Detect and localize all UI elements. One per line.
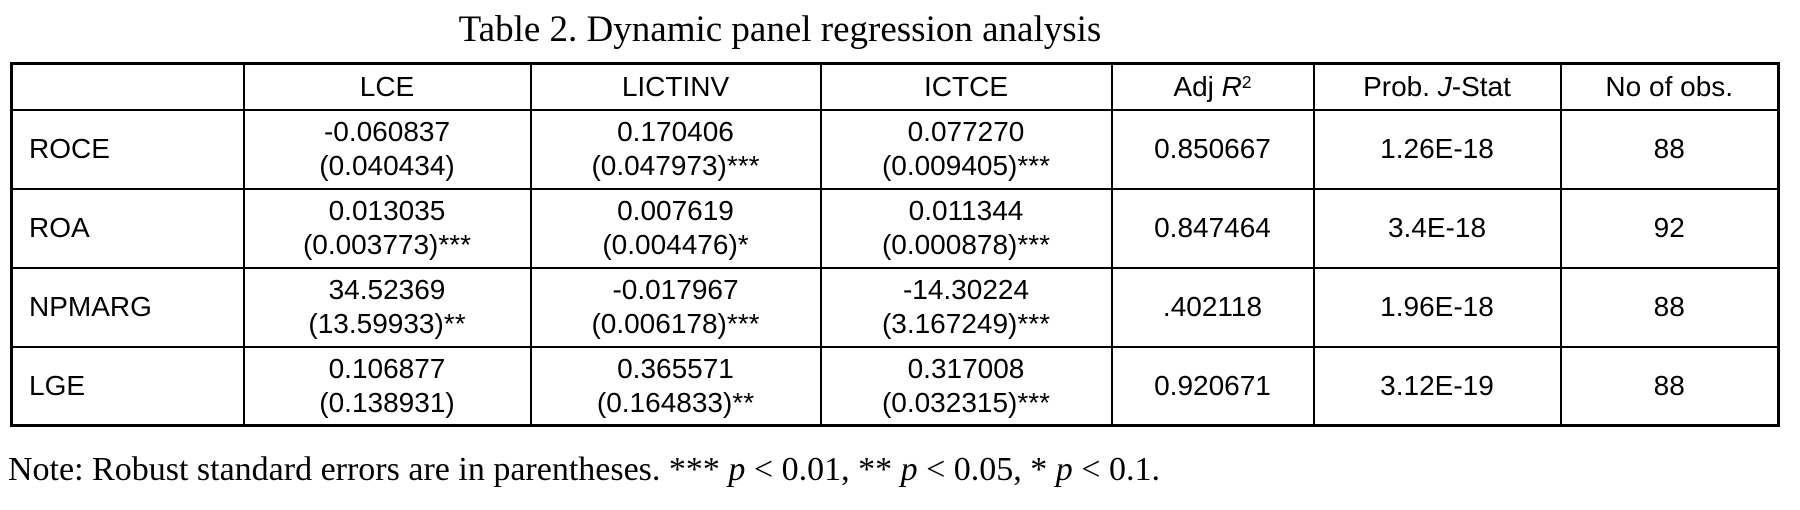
cell-adj-r2: 0.920671 bbox=[1110, 345, 1315, 427]
p-symbol: p bbox=[1055, 451, 1073, 488]
row-label: ROCE bbox=[10, 108, 245, 190]
adj-r2-symbol: R bbox=[1221, 70, 1242, 102]
coef-value: 0.013035 bbox=[328, 195, 446, 226]
coef-value: -14.30224 bbox=[902, 274, 1030, 305]
cell-prob-jstat: 3.12E-19 bbox=[1312, 345, 1562, 427]
cell-obs: 92 bbox=[1559, 187, 1780, 269]
cell-prob-jstat: 1.26E-18 bbox=[1312, 108, 1562, 190]
table-row-npmarg: NPMARG 34.52369 (13.59933)** -0.017967 (0.… bbox=[10, 266, 1780, 348]
cell-lictinv: 0.170406 (0.047973)*** bbox=[529, 108, 822, 190]
note-text: < 0.05, * bbox=[917, 451, 1056, 488]
cell-ictce: 0.011344 (0.000878)*** bbox=[819, 187, 1113, 269]
std-error: (0.040434) bbox=[319, 150, 455, 181]
header-lce: LCE bbox=[242, 62, 532, 111]
note-text: < 0.01, ** bbox=[745, 451, 901, 488]
cell-adj-r2: .402118 bbox=[1110, 266, 1315, 348]
cell-lce: 0.106877 (0.138931) bbox=[242, 345, 532, 427]
adj-r2-superscript: 2 bbox=[1241, 71, 1252, 92]
std-error: (0.032315)*** bbox=[881, 386, 1051, 418]
std-error: (3.167249)*** bbox=[881, 308, 1051, 339]
coef-value: 0.077270 bbox=[907, 116, 1025, 147]
table-title: Table 2. Dynamic panel regression analys… bbox=[458, 9, 1102, 50]
cell-lictinv: -0.017967 (0.006178)*** bbox=[529, 266, 822, 348]
coef-value: 0.106877 bbox=[328, 352, 446, 384]
header-no-obs: No of obs. bbox=[1559, 62, 1780, 111]
coef-value: 0.365571 bbox=[617, 352, 734, 384]
cell-adj-r2: 0.850667 bbox=[1110, 108, 1315, 190]
std-error: (0.006178)*** bbox=[591, 308, 760, 339]
header-empty-cell bbox=[10, 62, 245, 111]
coef-value: -0.060837 bbox=[323, 116, 451, 147]
coef-value: 34.52369 bbox=[328, 274, 446, 305]
cell-obs: 88 bbox=[1559, 108, 1780, 190]
table-row-roa: ROA 0.013035 (0.003773)*** 0.007619 (0.004… bbox=[10, 187, 1780, 269]
cell-obs: 88 bbox=[1559, 266, 1780, 348]
std-error: (0.164833)** bbox=[596, 386, 755, 418]
std-error: (0.138931) bbox=[319, 386, 455, 418]
cell-adj-r2: 0.847464 bbox=[1110, 187, 1315, 269]
cell-ictce: -14.30224 (3.167249)*** bbox=[819, 266, 1113, 348]
adj-r2-prefix: Adj bbox=[1173, 70, 1222, 102]
cell-lce: 34.52369 (13.59933)** bbox=[242, 266, 532, 348]
cell-lce: 0.013035 (0.003773)*** bbox=[242, 187, 532, 269]
row-label: LGE bbox=[10, 345, 245, 427]
std-error: (0.003773)*** bbox=[302, 229, 472, 260]
coef-value: 0.317008 bbox=[907, 352, 1025, 384]
cell-prob-jstat: 1.96E-18 bbox=[1312, 266, 1562, 348]
header-row: LCE LICTINV ICTCE Adj R2 Prob. J-Stat No… bbox=[10, 62, 1780, 111]
std-error: (0.009405)*** bbox=[881, 150, 1051, 181]
std-error: (0.004476)* bbox=[602, 229, 749, 260]
std-error: (0.000878)*** bbox=[881, 229, 1051, 260]
cell-lce: -0.060837 (0.040434) bbox=[242, 108, 532, 190]
std-error: (0.047973)*** bbox=[591, 150, 760, 181]
std-error: (13.59933)** bbox=[308, 308, 466, 339]
cell-ictce: 0.317008 (0.032315)*** bbox=[819, 345, 1113, 427]
jstat-symbol: J bbox=[1437, 70, 1452, 102]
header-lictinv: LICTINV bbox=[529, 62, 822, 111]
cell-ictce: 0.077270 (0.009405)*** bbox=[819, 108, 1113, 190]
note-text: < 0.1. bbox=[1072, 451, 1160, 488]
cell-prob-jstat: 3.4E-18 bbox=[1312, 187, 1562, 269]
table-row-roce: ROCE -0.060837 (0.040434) 0.170406 (0.0479… bbox=[10, 108, 1780, 190]
row-label: ROA bbox=[10, 187, 245, 269]
coef-value: -0.017967 bbox=[612, 274, 739, 305]
cell-lictinv: 0.007619 (0.004476)* bbox=[529, 187, 822, 269]
p-symbol: p bbox=[900, 451, 918, 488]
jstat-suffix: -Stat bbox=[1451, 70, 1511, 102]
row-label: NPMARG bbox=[10, 266, 245, 348]
coef-value: 0.170406 bbox=[617, 116, 734, 147]
coef-value: 0.007619 bbox=[617, 195, 734, 226]
p-symbol: p bbox=[728, 451, 746, 488]
header-prob-jstat: Prob. J-Stat bbox=[1312, 62, 1562, 111]
coef-value: 0.011344 bbox=[908, 195, 1024, 226]
table-row-lge: LGE 0.106877 (0.138931) 0.365571 (0.164833… bbox=[10, 345, 1780, 427]
cell-obs: 88 bbox=[1559, 345, 1780, 427]
note-text: Note: Robust standard errors are in pare… bbox=[8, 451, 729, 488]
header-ictce: ICTCE bbox=[819, 62, 1113, 111]
cell-lictinv: 0.365571 (0.164833)** bbox=[529, 345, 822, 427]
regression-table: LCE LICTINV ICTCE Adj R2 Prob. J-Stat No… bbox=[10, 62, 1780, 427]
header-adj-r2: Adj R2 bbox=[1110, 62, 1315, 111]
prob-prefix: Prob. bbox=[1363, 70, 1438, 102]
table-note: Note: Robust standard errors are in pare… bbox=[8, 448, 1160, 492]
